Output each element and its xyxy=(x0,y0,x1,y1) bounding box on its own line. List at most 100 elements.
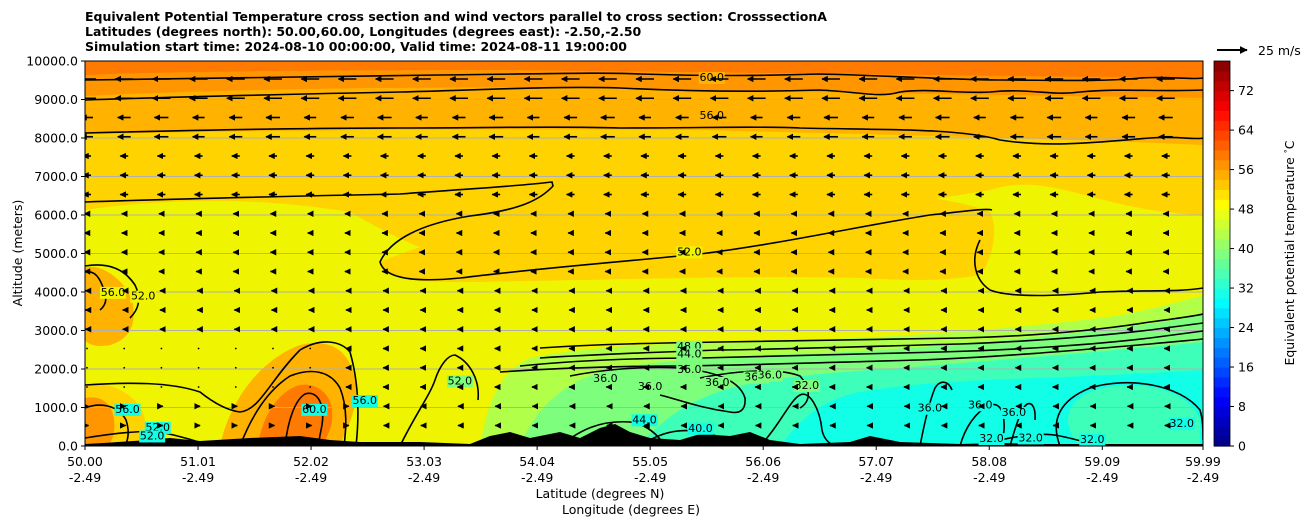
contour-line-36-3 xyxy=(699,370,810,409)
contour-label: 56.0 xyxy=(101,286,126,299)
contour-label: 36.0 xyxy=(677,363,702,376)
contour-label-bg xyxy=(446,375,473,388)
wind-vector xyxy=(86,366,88,369)
wind-vector xyxy=(234,386,237,388)
x-tick-label-lat: 57.07 xyxy=(858,454,894,469)
colorbar-segment xyxy=(1214,189,1230,200)
contour-line-56-bottom-left xyxy=(85,404,130,446)
contour-line-36-1 xyxy=(499,338,1203,373)
wind-vector xyxy=(86,386,88,388)
x-tick-label-lon: -2.49 xyxy=(747,470,779,485)
colorbar-segment xyxy=(1214,297,1230,309)
contour-label: 52.0 xyxy=(131,290,156,303)
colorbar-tick-label: 0 xyxy=(1238,439,1246,454)
colorbar-segment xyxy=(1214,396,1230,408)
contour-label: 36.0 xyxy=(758,369,783,382)
wind-vector xyxy=(309,366,312,369)
contour-line-52-left xyxy=(85,264,140,319)
contour-line-52-center xyxy=(399,354,480,446)
quiver-key-label: 25 m/s xyxy=(1258,43,1301,58)
field-hot-blob-center xyxy=(258,384,333,446)
colorbar-tick-label: 40 xyxy=(1238,241,1254,256)
wind-vector xyxy=(160,386,163,388)
colorbar-tick-label: 24 xyxy=(1238,320,1254,335)
colorbar-segment xyxy=(1214,199,1230,210)
contour-label: 36.0 xyxy=(705,376,730,389)
y-axis-label: Altitude (meters) xyxy=(10,200,25,307)
wind-vector xyxy=(309,386,312,388)
field-hot-blob-left xyxy=(85,397,115,446)
colorbar-tick-label: 56 xyxy=(1238,162,1254,177)
colorbar-tick-label: 48 xyxy=(1238,202,1254,217)
colorbar-label: Equivalent potential temperature °C xyxy=(1282,140,1297,365)
chart-title-line1: Equivalent Potential Temperature cross s… xyxy=(85,9,827,24)
wind-vector xyxy=(272,366,274,369)
contour-line-32-2 xyxy=(1055,382,1203,446)
contour-line-60-center xyxy=(284,392,324,446)
colorbar-segment xyxy=(1214,228,1230,240)
wind-vector xyxy=(272,386,274,388)
colorbar-segment xyxy=(1214,337,1230,348)
x-tick-label-lon: -2.49 xyxy=(521,470,553,485)
x-tick-label-lon: -2.49 xyxy=(973,470,1005,485)
x-tick-label-lon: -2.49 xyxy=(1086,470,1118,485)
colorbar-segment xyxy=(1214,149,1230,161)
contour-label-bg xyxy=(1017,432,1044,445)
y-tick-label: 6000.0 xyxy=(34,208,78,223)
colorbar-segment xyxy=(1214,179,1230,190)
contour-line-60-lower xyxy=(85,86,1203,101)
colorbar-segment xyxy=(1214,327,1230,339)
contour-label-bg xyxy=(351,395,378,408)
contour-line-44-1 xyxy=(539,322,1203,359)
x-tick-label-lon: -2.49 xyxy=(1187,470,1219,485)
colorbar-segment xyxy=(1214,209,1230,220)
colorbar-segment xyxy=(1214,357,1230,368)
contour-line-36-4 xyxy=(919,381,953,446)
contour-line-52-lower xyxy=(85,341,359,446)
colorbar-segment xyxy=(1214,139,1230,151)
contour-label-bg xyxy=(1168,417,1195,430)
wind-vector xyxy=(234,366,237,369)
contour-label-bg xyxy=(139,430,166,443)
wind-vector xyxy=(309,347,312,350)
colorbar-frame xyxy=(1213,60,1231,447)
contour-label: 44.0 xyxy=(677,347,702,360)
y-tick-label: 0.0 xyxy=(58,439,78,454)
contour-line-60-upper xyxy=(85,72,1203,82)
y-tick-label: 3000.0 xyxy=(34,323,78,338)
y-tick-label: 5000.0 xyxy=(34,246,78,261)
quiver-key: 25 m/s xyxy=(1217,43,1301,58)
contour-label: 32.0 xyxy=(795,379,820,392)
x-tick-label-lat: 54.04 xyxy=(519,454,555,469)
contour-label-bg xyxy=(704,376,731,389)
contour-line-48-1 xyxy=(539,313,1203,349)
wind-vector xyxy=(197,386,200,388)
contour-label: 56.0 xyxy=(699,109,724,122)
contour-label: 56.0 xyxy=(115,403,140,416)
chart-title-line2: Latitudes (degrees north): 50.00,60.00, … xyxy=(85,24,642,39)
contour-label: 44.0 xyxy=(632,413,657,426)
x-tick-label-lat: 50.00 xyxy=(67,454,103,469)
contour-label-bg xyxy=(756,369,783,382)
y-tick-label: 8000.0 xyxy=(34,131,78,146)
wind-vector xyxy=(160,366,163,369)
colorbar-segment xyxy=(1214,416,1230,427)
contour-label: 52.0 xyxy=(448,374,473,387)
x-axis-label-longitude: Longitude (degrees E) xyxy=(562,502,700,517)
contour-label: 36.0 xyxy=(638,380,663,393)
x-tick-label-lat: 58.08 xyxy=(971,454,1007,469)
contour-label: 60.0 xyxy=(302,403,327,416)
x-tick-label-lat: 59.09 xyxy=(1084,454,1120,469)
field-band-64-68 xyxy=(85,61,1203,78)
colorbar-tick-label: 72 xyxy=(1238,83,1254,98)
wind-vector xyxy=(123,366,126,369)
y-tick-label: 1000.0 xyxy=(34,400,78,415)
x-tick-label-lon: -2.49 xyxy=(295,470,327,485)
contour-line-40-1 xyxy=(519,330,1203,367)
contour-line-32-1 xyxy=(759,393,836,446)
contour-label: 32.0 xyxy=(979,432,1004,445)
y-tick-label: 2000.0 xyxy=(34,362,78,377)
y-axis: 0.0 1000.0 2000.0 3000.0 4000.0 5000.0 6000.0 7… xyxy=(26,54,85,454)
colorbar-segment xyxy=(1214,100,1230,111)
colorbar: 0 8 16 24 32 40 48 56 64 72 xyxy=(1213,60,1254,454)
